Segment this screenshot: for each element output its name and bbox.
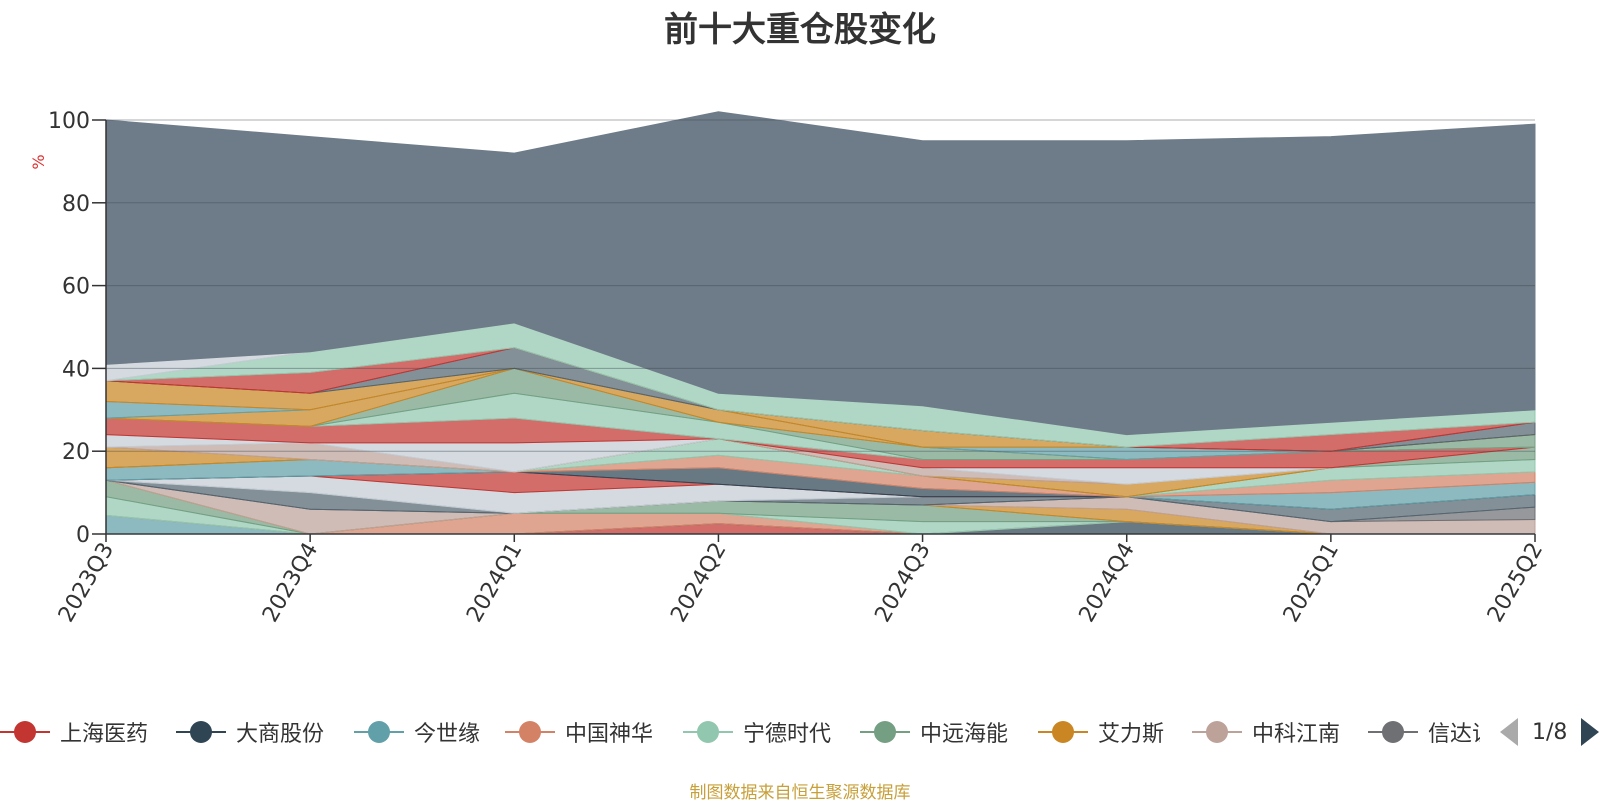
legend-next-page-icon[interactable] <box>1581 718 1600 746</box>
y-tick-label-5: 100 <box>48 109 90 134</box>
legend-label: 中科江南 <box>1252 722 1341 747</box>
legend-marker-icon <box>683 716 733 748</box>
legend-label: 信达证券 <box>1428 722 1480 747</box>
legend-item-3[interactable]: 中国神华 <box>505 716 653 748</box>
legend-prev-page-icon[interactable] <box>1500 718 1518 746</box>
legend-item-7[interactable]: 中科江南 <box>1192 716 1340 748</box>
legend-label: 中国神华 <box>565 722 654 747</box>
legend-item-8[interactable]: 信达证券 <box>1368 716 1480 748</box>
legend-marker-icon <box>505 716 555 748</box>
legend-item-4[interactable]: 宁德时代 <box>683 716 831 748</box>
legend-item-1[interactable]: 大商股份 <box>176 716 324 748</box>
legend-label: 上海医药 <box>60 722 149 747</box>
legend-label: 中远海能 <box>920 722 1009 747</box>
x-tick-label-2: 2024Q1 <box>462 539 527 627</box>
legend-marker-icon <box>860 716 910 748</box>
legend-pager: 1/8 <box>1500 716 1600 748</box>
x-tick-label-4: 2024Q3 <box>870 539 935 627</box>
x-tick-label-7: 2025Q2 <box>1483 539 1548 627</box>
x-tick-label-6: 2025Q1 <box>1279 539 1344 627</box>
legend-marker-icon <box>0 716 50 748</box>
y-tick-label-2: 40 <box>62 357 90 382</box>
legend-marker-icon <box>1192 716 1242 748</box>
legend: 上海医药 大商股份 今世缘 中国神华 宁德时代 中远海能 艾力斯 中科江南 信达证券 <box>0 716 1480 748</box>
x-tick-label-1: 2023Q4 <box>258 539 323 627</box>
legend-label: 宁德时代 <box>743 722 832 747</box>
area-chart: 0 20 40 60 80 100% 2023Q3 2023Q4 2024Q1 2024Q2 202… <box>29 109 1548 627</box>
legend-marker-icon <box>1368 716 1418 748</box>
legend-page-indicator: 1/8 <box>1532 719 1568 745</box>
legend-item-0[interactable]: 上海医药 <box>0 716 148 748</box>
x-tick-label-0: 2023Q3 <box>54 539 119 627</box>
legend-marker-icon <box>1038 716 1088 748</box>
chart-title: 前十大重仓股变化 <box>664 10 936 50</box>
data-source-note: 制图数据来自恒生聚源数据库 <box>689 783 911 803</box>
grid-lines <box>106 119 1535 535</box>
y-tick-label-0: 0 <box>76 523 90 548</box>
area-series-30 <box>105 111 1536 436</box>
legend-marker-icon <box>176 716 226 748</box>
y-tick-label-4: 80 <box>62 192 90 217</box>
area-series <box>105 111 1536 535</box>
legend-label: 大商股份 <box>236 722 325 747</box>
legend-item-5[interactable]: 中远海能 <box>860 716 1008 748</box>
x-tick-label-5: 2024Q4 <box>1075 539 1140 627</box>
x-tick-label-3: 2024Q2 <box>666 539 731 627</box>
y-axis-label: % <box>29 154 48 169</box>
y-tick-label-1: 20 <box>62 440 90 465</box>
legend-label: 艾力斯 <box>1098 722 1165 747</box>
y-tick-label-3: 60 <box>62 275 90 300</box>
legend-item-6[interactable]: 艾力斯 <box>1038 716 1164 748</box>
legend-marker-icon <box>354 716 404 748</box>
legend-item-2[interactable]: 今世缘 <box>354 716 480 748</box>
legend-label: 今世缘 <box>414 722 481 747</box>
